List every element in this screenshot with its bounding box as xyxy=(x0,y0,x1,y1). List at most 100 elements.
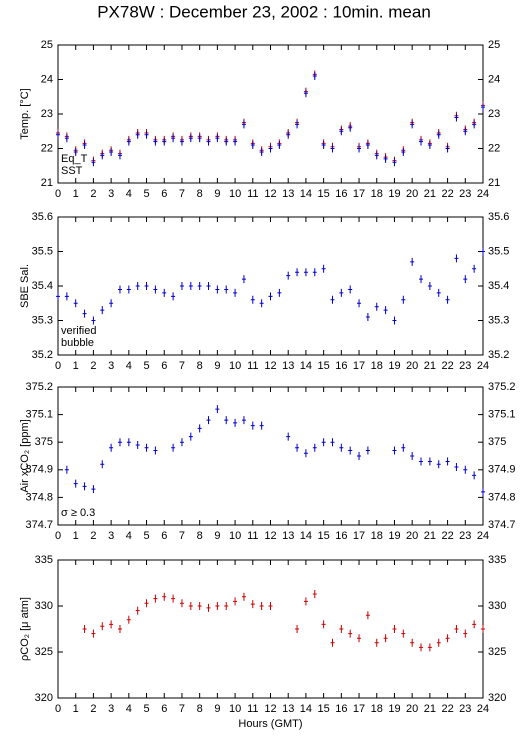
point xyxy=(463,465,468,474)
point xyxy=(250,141,255,150)
point xyxy=(171,292,176,301)
point xyxy=(295,443,300,452)
point xyxy=(91,158,96,167)
y-tick-label: 330 xyxy=(35,600,53,612)
point xyxy=(144,599,149,608)
point xyxy=(126,615,131,624)
point xyxy=(82,482,87,491)
y-axis-label: Air xCO₂ [ppm] xyxy=(19,419,31,492)
y-tick-label: 35.6 xyxy=(32,211,53,223)
x-tick-label: 6 xyxy=(161,360,167,372)
x-tick-label: 4 xyxy=(126,703,132,715)
point xyxy=(215,602,220,610)
point xyxy=(410,452,415,460)
x-tick-label: 22 xyxy=(441,703,453,715)
x-tick-label: 20 xyxy=(406,188,418,200)
point xyxy=(224,602,229,610)
point xyxy=(233,418,238,427)
point xyxy=(241,120,246,129)
y-tick-label: 374.9 xyxy=(25,464,53,476)
y-tick-label: 374.8 xyxy=(25,491,53,503)
point xyxy=(162,592,167,601)
y-tick-label: 335 xyxy=(35,554,53,566)
x-tick-label: 17 xyxy=(353,188,365,200)
point xyxy=(241,592,246,601)
point xyxy=(277,288,282,297)
y-tick-label: 22 xyxy=(41,142,53,154)
x-tick-label: 8 xyxy=(197,360,203,372)
point xyxy=(365,611,370,620)
x-tick-label: 21 xyxy=(424,703,436,715)
x-tick-label: 21 xyxy=(424,188,436,200)
y-tick-label: 335 xyxy=(488,554,506,566)
point xyxy=(135,606,140,615)
x-tick-label: 15 xyxy=(318,530,330,542)
point xyxy=(64,134,69,143)
point xyxy=(153,446,158,455)
point xyxy=(427,457,432,466)
point xyxy=(392,158,397,167)
point xyxy=(312,443,317,452)
x-tick-label: 16 xyxy=(335,188,347,200)
chart-title: PX78W : December 23, 2002 : 10min. mean xyxy=(97,2,431,21)
y-tick-label: 25 xyxy=(41,39,53,51)
x-axis-label: Hours (GMT) xyxy=(238,718,302,730)
point xyxy=(436,638,441,647)
y-axis-label: SBE Sal. xyxy=(19,264,31,308)
point xyxy=(56,292,60,301)
point xyxy=(91,485,96,494)
point xyxy=(357,452,362,460)
y-tick-label: 35.4 xyxy=(488,280,509,292)
x-tick-label: 18 xyxy=(371,703,383,715)
point xyxy=(224,137,229,146)
x-tick-label: 7 xyxy=(179,703,185,715)
x-tick-label: 20 xyxy=(406,530,418,542)
point xyxy=(179,599,184,608)
x-tick-label: 10 xyxy=(229,530,241,542)
y-tick-label: 35.2 xyxy=(488,349,509,361)
x-tick-label: 15 xyxy=(318,360,330,372)
x-tick-label: 16 xyxy=(335,530,347,542)
x-tick-label: 19 xyxy=(388,530,400,542)
y-tick-label: 24 xyxy=(488,73,500,85)
point xyxy=(73,299,78,308)
point xyxy=(250,295,255,304)
point xyxy=(206,137,211,146)
y-tick-label: 22 xyxy=(488,142,500,154)
point xyxy=(303,89,308,98)
point xyxy=(401,443,406,452)
point xyxy=(153,137,158,146)
point xyxy=(73,479,78,488)
point xyxy=(463,275,468,284)
point xyxy=(321,438,326,447)
x-tick-label: 5 xyxy=(143,188,149,200)
point xyxy=(321,264,326,273)
point xyxy=(153,594,158,603)
x-tick-label: 24 xyxy=(477,530,489,542)
point xyxy=(100,622,105,631)
x-tick-label: 13 xyxy=(282,703,294,715)
point xyxy=(330,295,335,304)
point xyxy=(339,288,344,297)
x-tick-label: 0 xyxy=(55,360,61,372)
x-tick-label: 12 xyxy=(264,530,276,542)
point xyxy=(286,432,291,441)
x-tick-label: 10 xyxy=(229,360,241,372)
point xyxy=(419,457,424,466)
x-tick-label: 23 xyxy=(459,703,471,715)
point xyxy=(445,634,450,643)
point xyxy=(295,268,300,277)
point xyxy=(188,602,193,610)
point xyxy=(401,295,406,304)
x-tick-label: 11 xyxy=(247,703,258,715)
point xyxy=(312,268,317,277)
point xyxy=(357,144,362,153)
x-tick-label: 2 xyxy=(90,360,96,372)
x-tick-label: 15 xyxy=(318,703,330,715)
point xyxy=(188,134,193,143)
x-tick-label: 6 xyxy=(161,530,167,542)
point xyxy=(268,144,273,153)
point xyxy=(268,292,273,301)
y-tick-label: 24 xyxy=(41,73,53,85)
y-tick-label: 21 xyxy=(41,177,53,189)
